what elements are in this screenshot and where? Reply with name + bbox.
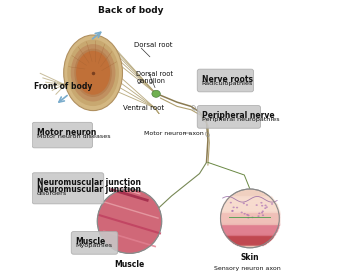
Text: Peripheral neuropathies: Peripheral neuropathies <box>202 117 279 122</box>
Text: Neuromuscular junction: Neuromuscular junction <box>37 185 141 193</box>
Ellipse shape <box>246 204 248 206</box>
Ellipse shape <box>261 212 263 214</box>
Text: disorders: disorders <box>37 191 67 196</box>
Ellipse shape <box>243 202 245 204</box>
Ellipse shape <box>264 205 267 206</box>
FancyBboxPatch shape <box>197 106 261 128</box>
FancyBboxPatch shape <box>197 69 253 92</box>
Ellipse shape <box>257 215 260 217</box>
Ellipse shape <box>71 44 116 102</box>
Circle shape <box>97 189 162 253</box>
Text: Dorsal root: Dorsal root <box>134 42 172 48</box>
Ellipse shape <box>260 202 262 204</box>
Text: Front of body: Front of body <box>34 82 93 91</box>
Ellipse shape <box>240 212 243 213</box>
Ellipse shape <box>92 70 107 86</box>
Text: Motor neuron: Motor neuron <box>37 128 96 137</box>
Text: Myopathies: Myopathies <box>76 243 113 248</box>
Ellipse shape <box>76 51 110 95</box>
Ellipse shape <box>271 203 273 205</box>
Ellipse shape <box>67 39 119 106</box>
Text: Muscle: Muscle <box>114 260 145 269</box>
Ellipse shape <box>152 90 160 97</box>
Ellipse shape <box>247 214 250 216</box>
Text: Motor neuron diseases: Motor neuron diseases <box>37 134 110 139</box>
FancyBboxPatch shape <box>71 232 118 254</box>
Text: Neuromuscular junction: Neuromuscular junction <box>37 178 141 187</box>
Text: Radiculopathies: Radiculopathies <box>202 81 253 86</box>
Text: Peripheral nerve: Peripheral nerve <box>202 111 274 120</box>
FancyBboxPatch shape <box>32 122 93 148</box>
Ellipse shape <box>79 70 95 86</box>
Ellipse shape <box>265 206 268 208</box>
Ellipse shape <box>256 204 258 206</box>
Text: Back of body: Back of body <box>98 6 164 15</box>
Text: Dorsal root
ganglion: Dorsal root ganglion <box>137 71 174 84</box>
Ellipse shape <box>244 213 246 214</box>
Ellipse shape <box>236 207 238 208</box>
Ellipse shape <box>231 210 234 212</box>
Text: Muscle: Muscle <box>76 237 106 246</box>
Text: Sensory neuron axon: Sensory neuron axon <box>214 266 281 271</box>
Ellipse shape <box>247 217 249 218</box>
Ellipse shape <box>258 213 260 214</box>
Ellipse shape <box>233 207 235 208</box>
Text: Ventral root: Ventral root <box>122 105 164 111</box>
Ellipse shape <box>262 211 264 212</box>
Ellipse shape <box>251 216 253 218</box>
Ellipse shape <box>246 214 248 216</box>
Text: Nerve roots: Nerve roots <box>202 75 253 84</box>
Ellipse shape <box>232 210 234 212</box>
Text: Motor neuron axon: Motor neuron axon <box>143 130 203 136</box>
Ellipse shape <box>64 35 122 111</box>
Ellipse shape <box>74 49 112 97</box>
Circle shape <box>221 189 279 248</box>
Ellipse shape <box>93 60 109 76</box>
Text: Skin: Skin <box>240 253 259 262</box>
FancyBboxPatch shape <box>32 173 104 204</box>
Ellipse shape <box>264 207 267 209</box>
Ellipse shape <box>78 60 93 76</box>
Ellipse shape <box>262 214 264 216</box>
Ellipse shape <box>261 205 263 207</box>
Ellipse shape <box>230 202 232 204</box>
